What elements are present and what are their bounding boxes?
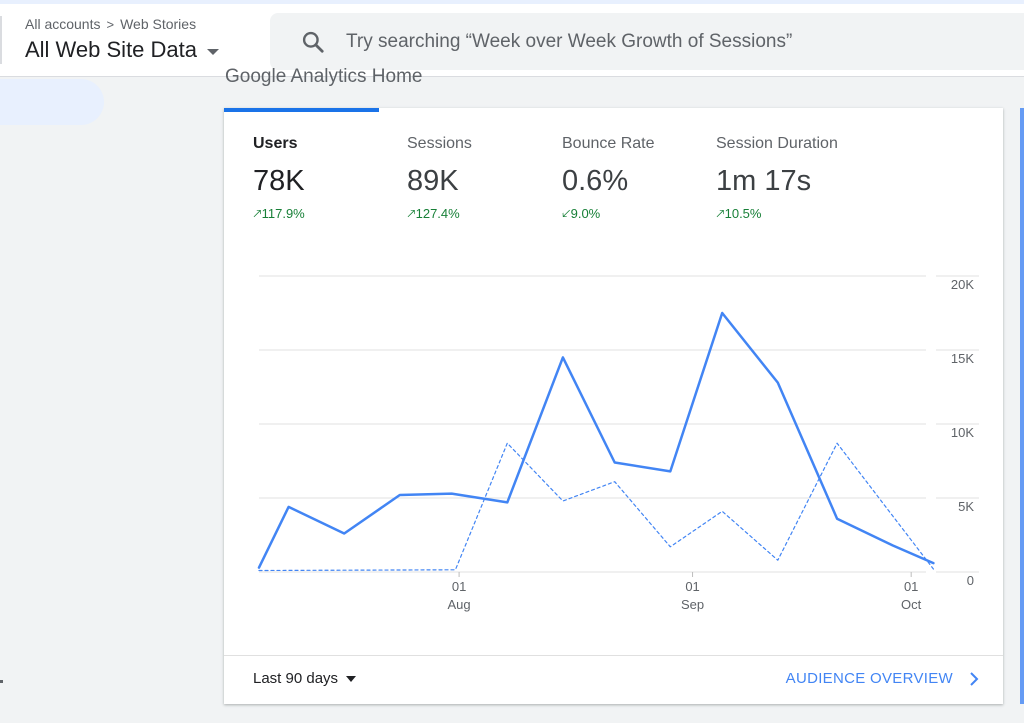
metric-change-value: 127.4% (415, 206, 460, 221)
top-strip (0, 0, 1024, 4)
x-tick-label-month: Oct (901, 597, 922, 612)
active-tab-indicator (224, 108, 379, 112)
arrow-down-icon: 🡗 (562, 206, 571, 221)
x-tick-label-day: 01 (452, 579, 466, 594)
page-title: Google Analytics Home (225, 66, 423, 87)
metric-value: 1m 17s (716, 165, 812, 197)
view-name: All Web Site Data (25, 37, 198, 62)
dropdown-arrow-icon (346, 675, 357, 682)
x-tick-label-day: 01 (904, 579, 918, 594)
chevron-right-icon: > (106, 17, 115, 32)
arrow-up-icon: 🡕 (253, 206, 262, 221)
search-bar[interactable]: Try searching “Week over Week Growth of … (270, 13, 1024, 70)
arrow-up-icon: 🡕 (407, 206, 416, 221)
dropdown-arrow-icon (207, 48, 220, 55)
comparison-series-line (258, 442, 935, 572)
metric-label: Session Duration (716, 135, 838, 152)
y-tick-label: 0 (967, 573, 974, 588)
metric-change: 🡕117.9% (253, 205, 403, 227)
x-tick-label-day: 01 (685, 579, 699, 594)
nav-item-home[interactable] (0, 79, 104, 125)
metric-change: 🡕10.5% (716, 205, 866, 227)
breadcrumb-property[interactable]: Web Stories (120, 16, 197, 32)
x-tick-label-month: Aug (448, 597, 471, 612)
nav-marker (0, 680, 3, 683)
y-tick-label: 5K (958, 499, 974, 514)
y-tick-label: 10K (951, 425, 974, 440)
metric-tab-users[interactable]: Users 78K 🡕117.9% (253, 135, 403, 227)
primary-series-line (257, 311, 935, 569)
metric-label: Bounce Rate (562, 135, 655, 152)
metric-change: 🡕127.4% (407, 205, 557, 227)
metric-tab-session-duration[interactable]: Session Duration 1m 17s 🡕10.5% (716, 135, 866, 227)
overview-card: Users 78K 🡕117.9% Sessions 89K 🡕127.4% B… (224, 108, 1003, 704)
view-selector[interactable]: All Web Site Data (25, 37, 220, 63)
header-divider (0, 16, 2, 64)
metric-label: Users (253, 135, 298, 152)
y-tick-label: 15K (951, 351, 974, 366)
metric-value: 89K (407, 165, 459, 197)
chevron-right-icon (970, 671, 979, 686)
metric-change: 🡗9.0% (562, 205, 712, 227)
audience-overview-link[interactable]: AUDIENCE OVERVIEW (786, 670, 979, 687)
metric-tab-bounce-rate[interactable]: Bounce Rate 0.6% 🡗9.0% (562, 135, 712, 227)
metric-change-value: 9.0% (570, 206, 601, 221)
metric-value: 78K (253, 165, 305, 197)
adjacent-card-edge (1020, 108, 1024, 704)
audience-overview-label: AUDIENCE OVERVIEW (785, 670, 953, 687)
users-line-chart: 20K 15K 10K 5K 0 01 Aug 01 Sep 01 Oct (257, 275, 979, 612)
metric-label: Sessions (407, 135, 472, 152)
breadcrumb[interactable]: All accounts > Web Stories (25, 16, 196, 32)
arrow-up-icon: 🡕 (716, 206, 725, 221)
footer-divider (224, 655, 1003, 656)
header: All accounts > Web Stories All Web Site Da… (0, 4, 1024, 77)
y-tick-label: 20K (951, 277, 974, 292)
metric-change-value: 117.9% (261, 206, 305, 221)
metric-value: 0.6% (562, 165, 629, 197)
search-placeholder: Try searching “Week over Week Growth of … (346, 30, 793, 52)
metric-change-value: 10.5% (724, 206, 762, 221)
breadcrumb-account[interactable]: All accounts (25, 16, 101, 32)
date-range-dropdown[interactable]: Last 90 days (253, 670, 357, 687)
date-range-label: Last 90 days (253, 670, 339, 687)
x-tick-label-month: Sep (681, 597, 704, 612)
metric-tab-sessions[interactable]: Sessions 89K 🡕127.4% (407, 135, 557, 227)
search-icon (302, 31, 324, 53)
